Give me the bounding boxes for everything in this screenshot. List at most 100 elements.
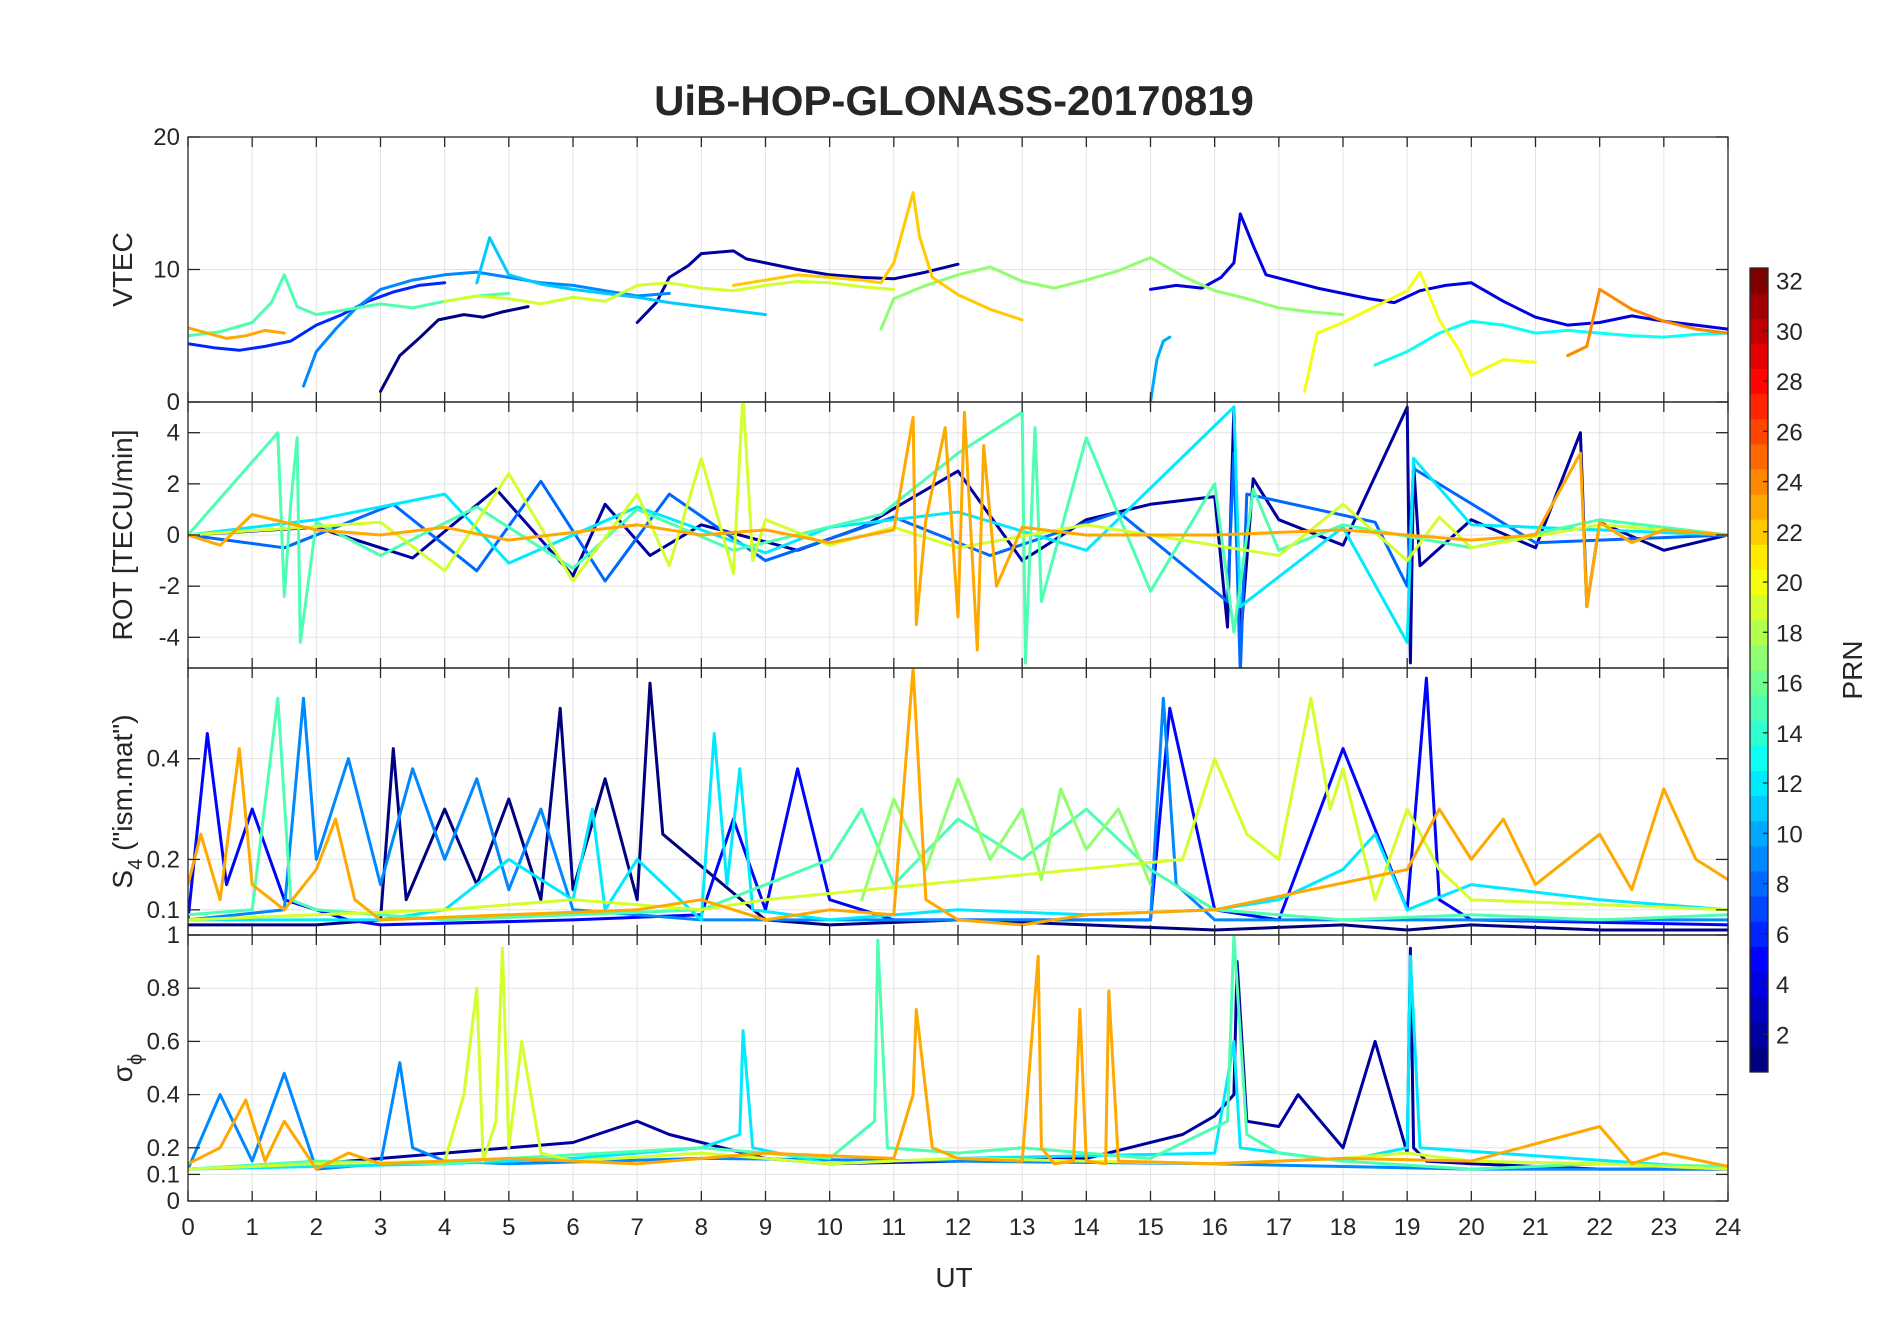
vtec-trace-prn-4 [1149, 212, 1728, 331]
colorbar-segment-prn-3 [1750, 996, 1768, 1023]
vtec-trace-prn-22 [731, 191, 1024, 322]
colorbar-frame [1749, 267, 1769, 1073]
vtec-y-axis-label: VTEC [107, 232, 138, 307]
colorbar-segment-prn-9 [1750, 845, 1768, 872]
y-tick-label: 0.1 [147, 897, 180, 924]
colorbar-segment-prn-11 [1750, 795, 1768, 822]
colorbar-tick-label: 24 [1776, 470, 1803, 497]
x-tick-label: 12 [945, 1214, 972, 1241]
x-tick-label: 14 [1073, 1214, 1100, 1241]
x-tick-label: 15 [1137, 1214, 1164, 1241]
s4-traces [188, 668, 1728, 932]
s4-trace-prn-12 [188, 732, 1728, 922]
s4-y-axis-label: S4 ("ism.mat") [107, 714, 147, 888]
colorbar-segment-prn-16 [1750, 670, 1768, 696]
y-tick-label: 2 [167, 471, 180, 498]
colorbar-segment-prn-29 [1750, 343, 1768, 369]
x-tick-label: 22 [1586, 1214, 1613, 1241]
x-tick-label: 2 [310, 1214, 323, 1241]
y-tick-label: 0.6 [147, 1028, 180, 1055]
y-tick-label: 0.2 [147, 1135, 180, 1162]
x-tick-label: 20 [1458, 1214, 1485, 1241]
colorbar-segment-prn-31 [1750, 293, 1768, 319]
y-tick-label: 0.2 [147, 846, 180, 873]
vtec-traces [188, 191, 1728, 402]
subplot-vtec: 0 10 20 VTEC [107, 124, 1729, 416]
s4-trace-prn-23 [188, 668, 1728, 927]
vtec-trace-prn-11 [475, 236, 767, 317]
vtec-trace-prn-17 [879, 256, 1345, 331]
colorbar-segment-prn-21 [1750, 544, 1768, 570]
colorbar-segment-prn-4 [1750, 971, 1768, 998]
colorbar-segment-prn-12 [1750, 770, 1768, 797]
colorbar-tick-label: 2 [1776, 1022, 1789, 1049]
s4-trace-prn-19 [188, 696, 1728, 922]
y-tick-label: 0 [167, 1188, 180, 1215]
x-tick-label: 17 [1265, 1214, 1292, 1241]
y-tick-label: 0.4 [147, 746, 180, 773]
colorbar-tick-label: 28 [1776, 369, 1803, 396]
colorbar-segment-prn-10 [1750, 820, 1768, 847]
colorbar-segment-prn-7 [1750, 896, 1768, 922]
rot-y-axis-label: ROT [TECU/min] [107, 429, 138, 640]
colorbar-tick-label: 12 [1776, 771, 1803, 798]
x-tick-label: 0 [181, 1214, 194, 1241]
colorbar-tick-label: 16 [1776, 671, 1803, 698]
sigma-phi-trace-prn-23 [188, 954, 1728, 1171]
vtec-trace-prn-20 [1303, 270, 1537, 393]
colorbar-segment-prn-20 [1750, 569, 1768, 596]
sigma-phi-traces [188, 935, 1728, 1171]
colorbar-tick-label: 30 [1776, 319, 1803, 346]
colorbar-tick-label: 6 [1776, 922, 1789, 949]
rot-trace-prn-15 [188, 410, 1728, 665]
colorbar-segment-prn-26 [1750, 418, 1768, 445]
x-tick-label: 16 [1201, 1214, 1228, 1241]
colorbar-segment-prn-14 [1750, 720, 1768, 746]
x-tick-label: 1 [245, 1214, 258, 1241]
colorbar-segment-prn-30 [1750, 318, 1768, 344]
x-tick-label: 7 [630, 1214, 643, 1241]
x-tick-label: 9 [759, 1214, 772, 1241]
colorbar-segment-prn-28 [1750, 368, 1768, 395]
vtec-trace-prn-9 [302, 270, 671, 388]
sigma-phi-trace-prn-19 [188, 946, 1728, 1171]
colorbar-tick-label: 18 [1776, 620, 1803, 647]
colorbar-segment-prn-5 [1750, 946, 1768, 972]
colorbar-segment-prn-15 [1750, 695, 1768, 721]
colorbar-segment-prn-13 [1750, 745, 1768, 771]
y-tick-label: 0 [167, 389, 180, 416]
vtec-trace-prn-13 [1373, 319, 1728, 367]
x-axis-label: UT [935, 1262, 972, 1293]
rot-trace-prn-8 [188, 451, 1728, 668]
s4-trace-prn-15 [188, 696, 1728, 922]
colorbar-tick-label: 20 [1776, 570, 1803, 597]
colorbar-segment-prn-2 [1750, 1021, 1768, 1048]
chart-title: UiB-HOP-GLONASS-20170819 [654, 77, 1254, 124]
colorbar-segment-prn-25 [1750, 443, 1768, 470]
colorbar-segment-prn-23 [1750, 494, 1768, 520]
y-tick-label: 0.8 [147, 975, 180, 1002]
colorbar-tick-label: 22 [1776, 520, 1803, 547]
colorbar-tick-label: 4 [1776, 972, 1789, 999]
colorbar-segment-prn-32 [1750, 268, 1768, 294]
vtec-trace-prn-1 [379, 305, 530, 393]
s4-trace-prn-1 [188, 681, 1728, 932]
x-tick-label: 5 [502, 1214, 515, 1241]
vtec-trace-prn-6 [188, 281, 447, 352]
x-tick-label: 6 [566, 1214, 579, 1241]
colorbar-tick-label: 10 [1776, 821, 1803, 848]
vtec-trace-prn-2 [635, 249, 960, 324]
rot-trace-prn-19 [188, 402, 1728, 583]
y-tick-label: 0 [167, 522, 180, 549]
subplot-rot: -4 -2 0 2 4 ROT [TECU/min] [107, 401, 1729, 669]
s4-trace-prn-9 [188, 696, 1728, 922]
colorbar-segment-prn-22 [1750, 519, 1768, 545]
x-tick-label: 18 [1330, 1214, 1357, 1241]
y-tick-label: 20 [153, 124, 180, 151]
y-tick-label: -4 [159, 624, 180, 651]
colorbar-segment-prn-24 [1750, 469, 1768, 495]
rot-trace-prn-23 [188, 410, 1728, 652]
